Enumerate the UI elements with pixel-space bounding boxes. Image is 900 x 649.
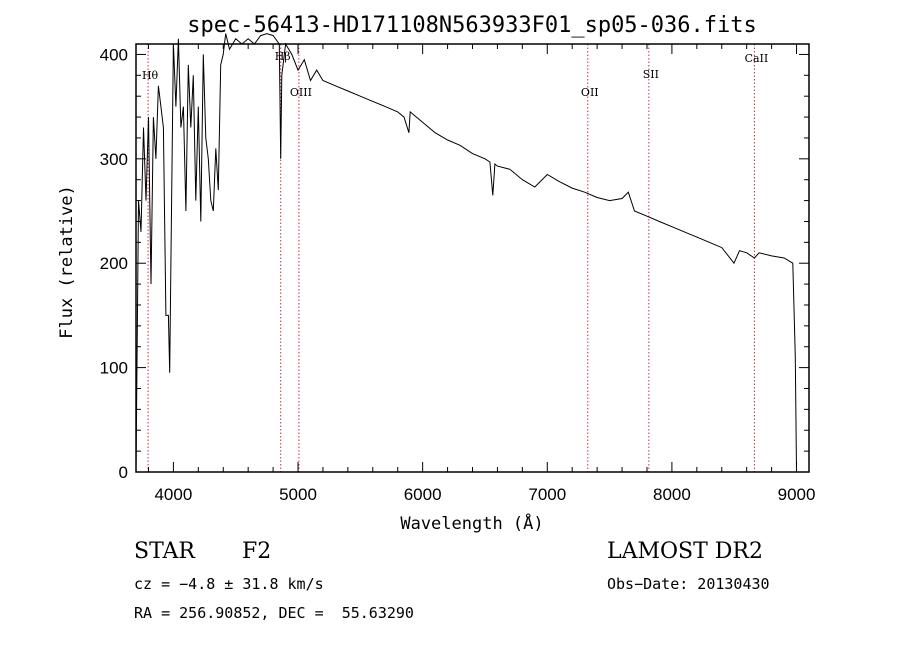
- x-tick-label: 5000: [279, 485, 317, 504]
- spectrum-line: [135, 33, 797, 473]
- y-axis-label: Flux (relative): [57, 185, 77, 339]
- x-tick-label: 8000: [653, 485, 691, 504]
- line-marker-label: OII: [581, 86, 599, 99]
- redshift-cz: cz = −4.8 ± 31.8 km/s: [134, 575, 324, 593]
- chart-title: spec-56413-HD171108N563933F01_sp05-036.f…: [187, 13, 757, 38]
- y-tick-label: 0: [119, 463, 128, 482]
- x-tick-label: 7000: [528, 485, 566, 504]
- x-tick-label: 9000: [778, 485, 816, 504]
- observation-date: Obs−Date: 20130430: [607, 575, 770, 593]
- x-tick-label: 4000: [154, 485, 192, 504]
- y-axis: 0 100 200 300 400: [100, 45, 809, 482]
- plot-frame: [135, 43, 810, 473]
- y-tick-label: 100: [100, 359, 128, 378]
- x-axis: 4000 5000 6000 7000 8000 9000: [147, 44, 816, 504]
- line-marker-label: Hβ: [275, 50, 291, 63]
- x-axis-label: Wavelength (Å): [400, 512, 543, 534]
- object-subclass: F2: [242, 539, 272, 564]
- survey-name: LAMOST DR2: [607, 539, 763, 564]
- y-tick-label: 200: [100, 254, 128, 273]
- line-marker-label: SII: [643, 68, 659, 81]
- line-marker-label: Hθ: [142, 69, 159, 82]
- object-class: STAR: [134, 539, 195, 564]
- x-tick-label: 6000: [404, 485, 442, 504]
- coordinates: RA = 256.90852, DEC = 55.63290: [134, 604, 414, 622]
- emission-line-markers: Hθ Hβ OIII OII SII CaII: [142, 44, 768, 472]
- line-marker-label: CaII: [745, 52, 769, 65]
- y-tick-label: 400: [100, 45, 128, 64]
- line-marker-label: OIII: [290, 86, 312, 99]
- y-tick-label: 300: [100, 150, 128, 169]
